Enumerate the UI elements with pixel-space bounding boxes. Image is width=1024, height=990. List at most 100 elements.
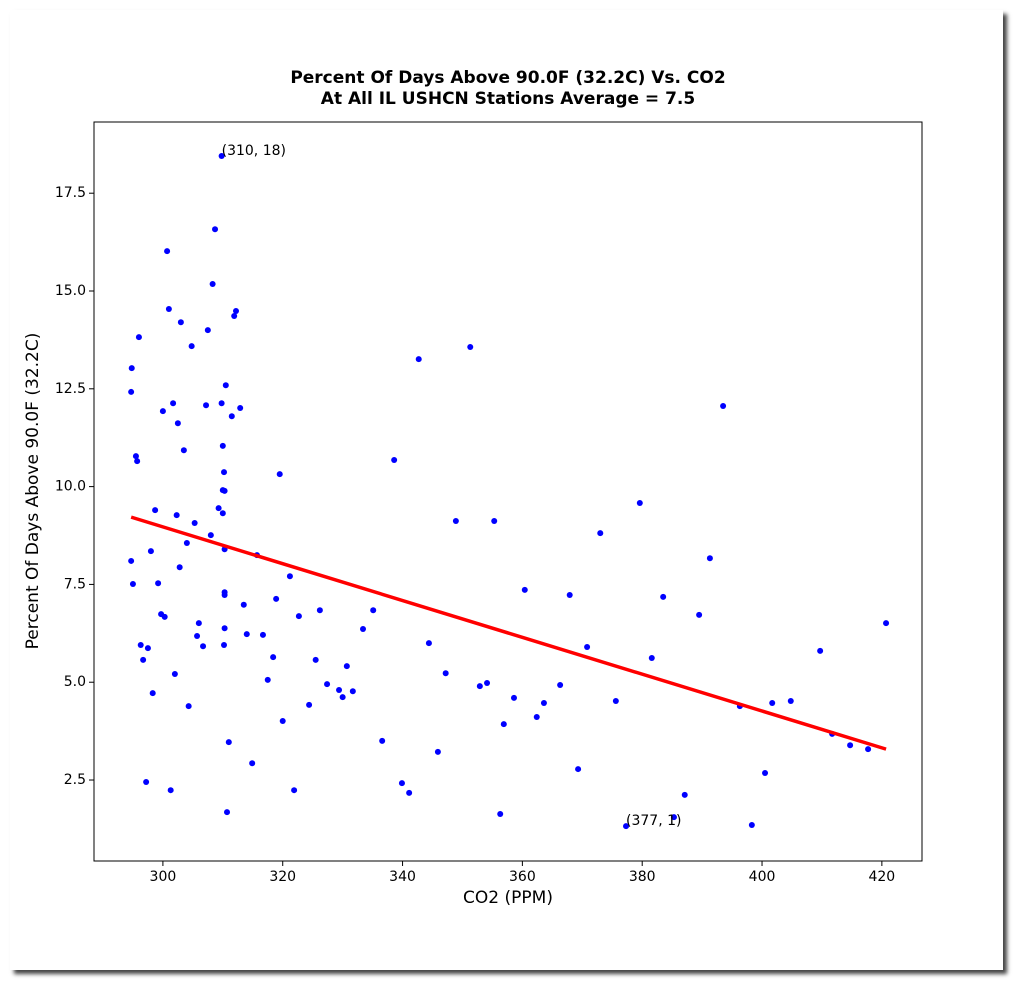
x-tick-label: 400 [749, 869, 776, 885]
data-point [425, 640, 432, 647]
data-point [787, 697, 794, 704]
data-point [128, 557, 135, 564]
data-point [769, 699, 776, 706]
data-point [128, 388, 135, 395]
data-point [817, 647, 824, 654]
data-point [360, 626, 367, 633]
data-point [584, 644, 591, 651]
data-point [623, 823, 630, 830]
data-point [240, 601, 247, 608]
x-tick-label: 300 [150, 869, 177, 885]
chart-subtitle: At All IL USHCN Stations Average = 7.5 [321, 89, 695, 109]
data-point [218, 400, 225, 407]
data-point [286, 573, 293, 580]
data-point [203, 402, 210, 409]
data-point [349, 688, 356, 695]
data-point [143, 778, 150, 785]
data-point [135, 334, 142, 341]
data-point [173, 512, 180, 519]
data-point [212, 226, 219, 233]
data-point [144, 645, 151, 652]
data-point [171, 671, 178, 678]
data-point [221, 469, 228, 476]
data-point [161, 613, 168, 620]
data-point [636, 500, 643, 507]
data-point [660, 593, 667, 600]
data-point [137, 642, 144, 649]
data-point [129, 581, 136, 588]
data-point [681, 791, 688, 798]
data-point [209, 280, 216, 287]
data-point [224, 809, 231, 816]
data-point [379, 737, 386, 744]
y-tick-label: 7.5 [64, 576, 86, 592]
data-point [484, 679, 491, 686]
data-point [406, 789, 413, 796]
x-tick-label: 420 [868, 869, 895, 885]
data-point [149, 690, 156, 697]
data-point [521, 586, 528, 593]
data-point [467, 343, 474, 350]
data-point [170, 400, 177, 407]
data-point [706, 555, 713, 562]
data-point [249, 760, 256, 767]
data-point [128, 365, 135, 372]
data-point [259, 631, 266, 638]
data-point [188, 343, 195, 350]
data-point [648, 654, 655, 661]
data-point [218, 153, 225, 160]
data-point [167, 787, 174, 794]
data-point [442, 670, 449, 677]
data-point [165, 305, 172, 312]
data-point [533, 714, 540, 721]
data-point [237, 404, 244, 411]
data-point [612, 697, 619, 704]
data-point [398, 780, 405, 787]
data-point [215, 505, 222, 512]
data-point [132, 453, 139, 460]
data-point [222, 382, 229, 389]
trend-line [130, 515, 887, 751]
y-tick-label: 15.0 [55, 283, 86, 299]
data-point [434, 748, 441, 755]
data-point [177, 319, 184, 326]
data-point [670, 814, 677, 821]
data-point [370, 607, 377, 614]
data-point [195, 620, 202, 627]
data-point [191, 519, 198, 526]
data-point [243, 631, 250, 638]
data-point [140, 656, 147, 663]
data-point [415, 356, 422, 363]
data-point [183, 539, 190, 546]
data-point [231, 313, 238, 320]
data-point [185, 703, 192, 710]
y-axis-label: Percent Of Days Above 90.0F (32.2C) [23, 333, 43, 650]
data-point [134, 458, 141, 465]
data-point [497, 811, 504, 818]
data-point [273, 595, 280, 602]
data-point [865, 746, 872, 753]
data-point [295, 613, 302, 620]
data-point [221, 642, 228, 649]
data-point [159, 408, 166, 415]
data-point [270, 654, 277, 661]
data-point [221, 625, 228, 632]
data-point [147, 548, 154, 555]
y-tick-label: 2.5 [64, 772, 86, 788]
y-tick-label: 12.5 [55, 381, 86, 397]
data-point [221, 591, 228, 598]
x-tick-label: 360 [509, 869, 536, 885]
data-point [204, 327, 211, 334]
data-point [762, 769, 769, 776]
data-point [232, 307, 239, 314]
data-point [748, 822, 755, 829]
chart-title: Percent Of Days Above 90.0F (32.2C) Vs. … [290, 68, 725, 88]
data-point [152, 507, 159, 514]
x-axis-label: CO2 (PPM) [463, 888, 553, 908]
y-tick-label: 5.0 [64, 674, 86, 690]
data-point [597, 530, 604, 537]
data-point [200, 643, 207, 650]
data-point [279, 717, 286, 724]
data-point [491, 518, 498, 525]
